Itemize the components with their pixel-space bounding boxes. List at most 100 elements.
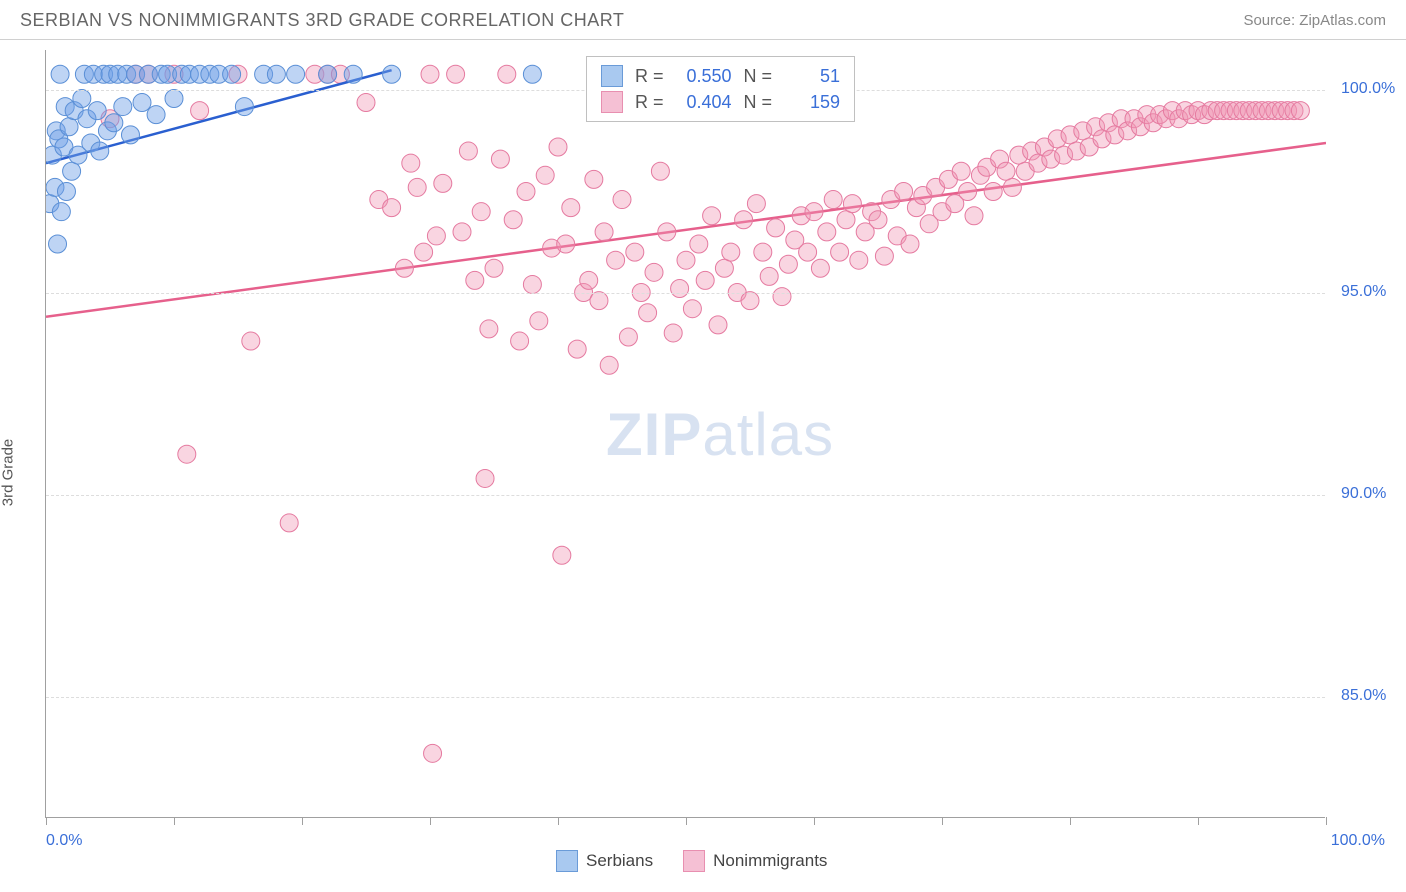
data-point (568, 340, 586, 358)
data-point (671, 279, 689, 297)
data-point (536, 166, 554, 184)
x-tick (942, 817, 943, 825)
data-point (683, 300, 701, 318)
data-point (60, 118, 78, 136)
data-point (383, 199, 401, 217)
plot-area: 85.0%90.0%95.0%100.0%0.0%100.0%ZIPatlasR… (45, 50, 1325, 818)
legend-r-label: R = (635, 66, 664, 87)
data-point (767, 219, 785, 237)
gridline (46, 495, 1325, 496)
data-point (121, 126, 139, 144)
data-point (557, 235, 575, 253)
plot-svg (46, 50, 1326, 818)
data-point (105, 114, 123, 132)
data-point (114, 98, 132, 116)
data-point (952, 162, 970, 180)
gridline (46, 293, 1325, 294)
data-point (235, 98, 253, 116)
data-point (530, 312, 548, 330)
data-point (580, 271, 598, 289)
x-tick (302, 817, 303, 825)
legend-swatch (683, 850, 705, 872)
data-point (658, 223, 676, 241)
data-point (1003, 178, 1021, 196)
legend-row: R =0.404N =159 (601, 89, 840, 115)
data-point (287, 65, 305, 83)
data-point (664, 324, 682, 342)
data-point (562, 199, 580, 217)
data-point (709, 316, 727, 334)
legend-r-value: 0.550 (676, 66, 732, 87)
data-point (619, 328, 637, 346)
data-point (91, 142, 109, 160)
data-point (165, 90, 183, 108)
y-tick-label: 90.0% (1341, 485, 1386, 503)
data-point (447, 65, 465, 83)
data-point (595, 223, 613, 241)
data-point (51, 65, 69, 83)
x-tick (686, 817, 687, 825)
data-point (415, 243, 433, 261)
data-point (722, 243, 740, 261)
data-point (754, 243, 772, 261)
legend-series-name: Nonimmigrants (713, 851, 827, 871)
data-point (843, 195, 861, 213)
data-point (88, 102, 106, 120)
data-point (997, 162, 1015, 180)
data-point (267, 65, 285, 83)
data-point (52, 203, 70, 221)
data-point (459, 142, 477, 160)
legend-swatch (601, 65, 623, 87)
data-point (178, 445, 196, 463)
x-tick (46, 817, 47, 825)
data-point (49, 235, 67, 253)
y-tick-label: 95.0% (1341, 283, 1386, 301)
data-point (63, 162, 81, 180)
data-point (511, 332, 529, 350)
data-point (480, 320, 498, 338)
data-point (517, 182, 535, 200)
data-point (523, 275, 541, 293)
data-point (133, 94, 151, 112)
data-point (402, 154, 420, 172)
data-point (434, 174, 452, 192)
data-point (408, 178, 426, 196)
data-point (280, 514, 298, 532)
data-point (57, 182, 75, 200)
legend-item: Serbians (556, 850, 653, 872)
data-point (427, 227, 445, 245)
y-axis-label: 3rd Grade (0, 439, 17, 507)
legend-swatch (556, 850, 578, 872)
data-point (869, 211, 887, 229)
data-point (901, 235, 919, 253)
data-point (831, 243, 849, 261)
data-point (747, 195, 765, 213)
data-point (959, 182, 977, 200)
legend-r-value: 0.404 (676, 92, 732, 113)
x-axis-end-label: 100.0% (1331, 832, 1385, 850)
data-point (984, 182, 1002, 200)
data-point (472, 203, 490, 221)
legend-series-name: Serbians (586, 851, 653, 871)
data-point (383, 65, 401, 83)
data-point (715, 259, 733, 277)
data-point (600, 356, 618, 374)
data-point (645, 263, 663, 281)
data-point (850, 251, 868, 269)
data-point (741, 292, 759, 310)
x-tick (174, 817, 175, 825)
data-point (549, 138, 567, 156)
data-point (553, 546, 571, 564)
data-point (147, 106, 165, 124)
legend-row: R =0.550N =51 (601, 63, 840, 89)
data-point (607, 251, 625, 269)
data-point (1291, 102, 1309, 120)
data-point (585, 170, 603, 188)
x-tick (814, 817, 815, 825)
y-tick-label: 100.0% (1341, 80, 1395, 98)
data-point (421, 65, 439, 83)
legend-n-value: 51 (784, 66, 840, 87)
chart-title: SERBIAN VS NONIMMIGRANTS 3RD GRADE CORRE… (20, 10, 624, 31)
data-point (523, 65, 541, 83)
legend-r-label: R = (635, 92, 664, 113)
